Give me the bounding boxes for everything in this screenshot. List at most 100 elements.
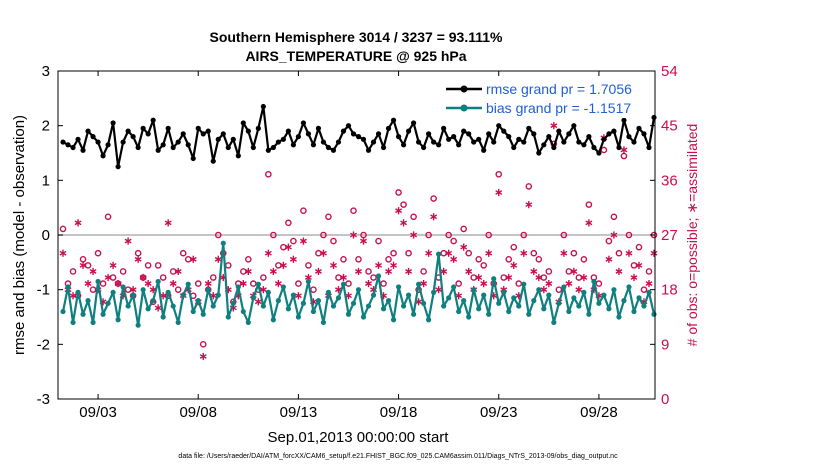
- rmse-point: [441, 125, 447, 131]
- bias-point: [280, 284, 286, 290]
- obs-assimilated-point: [264, 249, 272, 257]
- asterisk-stroke: [375, 262, 383, 268]
- rmse-point: [110, 120, 116, 126]
- bias-point: [215, 292, 221, 298]
- asterisk-stroke: [214, 256, 222, 262]
- obs-possible-point: [485, 231, 493, 239]
- rmse-point: [466, 131, 472, 137]
- asterisk-stroke: [269, 269, 277, 274]
- obs-possible-point: [179, 249, 187, 257]
- asterisk-stroke: [259, 287, 267, 293]
- x-tick-label: 09/13: [280, 404, 318, 421]
- obs-assimilated-point: [575, 286, 583, 294]
- obs-assimilated-point: [299, 237, 307, 245]
- rmse-point: [355, 134, 362, 140]
- obs-assimilated-point: [199, 352, 207, 361]
- bias-point: [335, 295, 342, 301]
- rmse-point: [400, 142, 407, 148]
- obs-possible-point: [69, 268, 77, 275]
- bias-point: [576, 303, 582, 309]
- obs-possible-point: [355, 255, 362, 263]
- obs-assimilated-point: [59, 249, 67, 257]
- legend-bias-label: bias grand pr = -1.1517: [486, 100, 631, 116]
- obs-possible-point: [84, 262, 92, 269]
- rmse-point: [551, 144, 557, 151]
- right-y-tick-label: 54: [661, 63, 678, 80]
- obs-assimilated-point: [510, 261, 518, 269]
- obs-possible-point: [465, 249, 472, 257]
- obs-possible-point: [320, 231, 327, 239]
- bias-point: [190, 308, 196, 315]
- obs-assimilated-point: [395, 207, 403, 215]
- bias-point: [295, 314, 302, 320]
- bias-point: [511, 295, 517, 301]
- rmse-point: [611, 128, 617, 134]
- obs-assimilated-point: [134, 255, 142, 263]
- obs-assimilated-point: [69, 292, 77, 300]
- legend-rmse-marker: [460, 85, 468, 93]
- asterisk-stroke: [575, 287, 583, 293]
- plot-area: 09/03 09/08 09/13 09/18 09/23 09/28 -3 -2 -1 0 1 2…: [37, 63, 678, 421]
- rmse-point: [526, 125, 532, 131]
- rmse-point: [310, 142, 317, 148]
- left-y-tick-label: -1: [37, 282, 50, 299]
- bias-series: [60, 240, 657, 328]
- bias-point: [100, 311, 106, 317]
- obs-possible-point: [245, 255, 252, 263]
- asterisk-stroke: [570, 269, 578, 274]
- obs-assimilated-point: [630, 273, 638, 282]
- rmse-point: [240, 120, 246, 126]
- rmse-point: [120, 139, 126, 145]
- obs-possible-point: [174, 286, 182, 293]
- bias-point: [60, 308, 66, 315]
- asterisk-stroke: [109, 262, 117, 268]
- bias-point: [255, 281, 261, 287]
- obs-possible-point: [425, 231, 432, 239]
- bias-point: [400, 303, 407, 309]
- obs-possible-point: [605, 237, 613, 245]
- x-tick-label: 09/18: [380, 404, 418, 421]
- obs-assimilated-point: [294, 292, 302, 300]
- obs-possible-point: [154, 262, 162, 269]
- rmse-point: [300, 120, 307, 126]
- bias-point: [150, 298, 156, 304]
- asterisk-stroke: [425, 250, 433, 256]
- rmse-point: [546, 134, 552, 140]
- obs-assimilated-point: [189, 255, 197, 263]
- obs-assimilated-point: [319, 249, 327, 257]
- bias-point: [431, 289, 437, 295]
- rmse-point: [85, 128, 91, 134]
- obs-possible-point: [199, 341, 207, 348]
- asterisk-stroke: [650, 250, 658, 256]
- asterisk-stroke: [420, 281, 428, 286]
- bias-point: [496, 300, 502, 306]
- rmse-point: [531, 131, 537, 137]
- bias-point: [360, 314, 367, 320]
- obs-possible-point: [595, 280, 603, 287]
- asterisk-stroke: [545, 281, 553, 286]
- asterisk-stroke: [84, 281, 92, 286]
- asterisk-stroke: [485, 250, 493, 256]
- obs-assimilated-point: [485, 249, 493, 257]
- bias-point: [385, 298, 392, 304]
- bias-point: [551, 319, 557, 326]
- obs-assimilated-point: [625, 249, 633, 257]
- obs-assimilated-point: [139, 273, 147, 282]
- obs-assimilated-point: [465, 267, 473, 276]
- rmse-point: [195, 125, 201, 131]
- obs-possible-point: [330, 237, 337, 245]
- asterisk-stroke: [104, 275, 112, 280]
- bias-point: [270, 317, 276, 323]
- rmse-point: [320, 139, 327, 145]
- obs-possible-point: [430, 195, 437, 202]
- obs-possible-point: [600, 146, 608, 154]
- left-y-tick-label: 0: [42, 227, 50, 244]
- bias-point: [506, 308, 512, 315]
- bias-point: [350, 300, 357, 306]
- obs-possible-point: [615, 249, 623, 257]
- legend-rmse-label: rmse grand pr = 1.7056: [486, 81, 632, 97]
- bias-point: [140, 287, 146, 293]
- bias-point: [375, 273, 382, 279]
- obs-assimilated-point: [114, 279, 122, 288]
- bias-point: [501, 289, 507, 295]
